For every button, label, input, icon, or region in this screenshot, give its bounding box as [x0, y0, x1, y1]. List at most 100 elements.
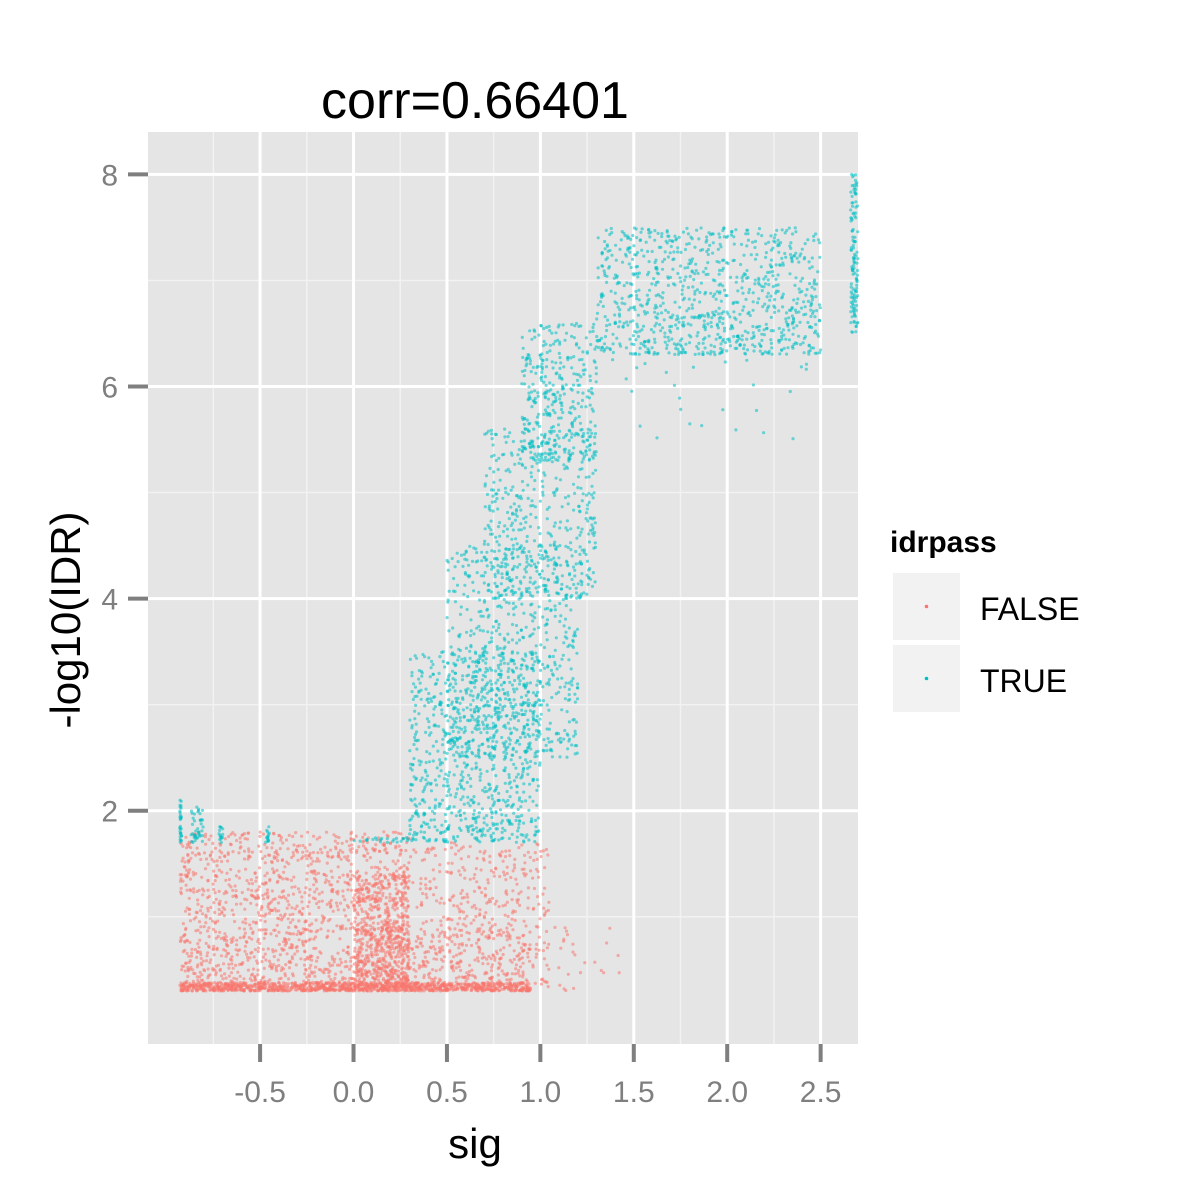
- data-point-false: [407, 946, 412, 950]
- data-point-true: [408, 832, 412, 836]
- data-point-true: [450, 811, 454, 815]
- data-point-false: [420, 984, 424, 988]
- data-point-false: [431, 968, 435, 972]
- data-point-false: [440, 965, 444, 969]
- data-point-false: [487, 933, 491, 938]
- data-point-false: [402, 922, 406, 927]
- data-point-true: [542, 645, 547, 650]
- data-point-false: [466, 895, 470, 899]
- data-point-false: [267, 902, 271, 906]
- data-point-false: [295, 850, 300, 854]
- data-point-false: [318, 986, 322, 990]
- data-point-true: [408, 718, 412, 722]
- data-point-true: [483, 786, 487, 790]
- data-point-true: [533, 660, 537, 664]
- data-point-false: [287, 903, 291, 907]
- data-point-false: [284, 981, 288, 986]
- data-point-false: [205, 929, 210, 933]
- data-point-true: [467, 563, 471, 567]
- data-point-false: [401, 970, 405, 975]
- data-point-false: [416, 945, 420, 949]
- data-point-false: [397, 960, 401, 964]
- data-point-false: [270, 889, 274, 893]
- data-point-false: [523, 861, 527, 865]
- data-point-true: [458, 701, 462, 706]
- data-point-true: [488, 726, 492, 730]
- data-point-true: [458, 612, 463, 617]
- data-point-false: [523, 874, 527, 878]
- data-point-false: [181, 844, 185, 848]
- data-point-true: [483, 684, 487, 689]
- data-point-true: [514, 741, 518, 745]
- data-point-true: [416, 814, 421, 818]
- data-point-false: [364, 910, 368, 914]
- data-point-true: [462, 802, 466, 806]
- data-point-false: [410, 947, 414, 952]
- data-point-true: [494, 681, 498, 685]
- data-point-true: [564, 604, 568, 608]
- data-point-false: [476, 956, 480, 960]
- data-point-false: [291, 918, 295, 922]
- data-point-true: [535, 754, 539, 758]
- data-point-false: [324, 981, 328, 985]
- data-point-true: [475, 571, 479, 575]
- data-point-true: [561, 653, 565, 657]
- data-point-false: [432, 877, 436, 881]
- data-point-true: [456, 708, 460, 712]
- data-point-false: [485, 971, 489, 975]
- data-point-true: [441, 659, 445, 664]
- data-point-false: [332, 960, 336, 964]
- data-point-false: [365, 848, 369, 852]
- data-point-false: [227, 877, 231, 882]
- data-point-false: [302, 988, 306, 992]
- data-point-false: [513, 866, 517, 870]
- data-point-false: [505, 892, 509, 896]
- data-point-false: [566, 972, 570, 976]
- data-point-false: [242, 935, 246, 940]
- data-point-false: [206, 967, 210, 971]
- data-point-false: [384, 920, 388, 924]
- data-point-true: [413, 654, 417, 658]
- data-point-false: [295, 949, 299, 953]
- data-point-false: [434, 885, 438, 890]
- data-point-false: [462, 910, 466, 914]
- data-point-false: [473, 986, 477, 990]
- data-point-false: [331, 929, 335, 934]
- data-point-true: [476, 751, 481, 755]
- data-point-true: [429, 666, 433, 670]
- data-point-false: [424, 850, 428, 854]
- data-point-false: [602, 971, 606, 975]
- data-point-false: [475, 930, 479, 934]
- data-point-false: [187, 870, 191, 874]
- data-point-false: [361, 893, 365, 897]
- data-point-true: [506, 675, 510, 680]
- data-point-true: [453, 758, 457, 763]
- data-point-true: [469, 633, 473, 638]
- data-point-false: [307, 893, 311, 897]
- data-point-false: [293, 907, 297, 911]
- data-point-false: [365, 988, 369, 993]
- data-point-false: [270, 860, 274, 864]
- data-point-false: [394, 968, 398, 973]
- data-point-false: [467, 973, 471, 977]
- data-point-false: [207, 935, 211, 939]
- data-point-false: [352, 898, 356, 902]
- data-point-false: [188, 888, 192, 892]
- data-point-false: [398, 896, 402, 900]
- data-point-false: [192, 887, 196, 891]
- data-point-true: [516, 555, 520, 559]
- data-point-true: [516, 807, 520, 812]
- data-point-false: [265, 871, 269, 875]
- data-point-false: [199, 952, 203, 957]
- data-point-false: [264, 958, 268, 962]
- data-point-false: [186, 974, 190, 979]
- data-point-true: [473, 674, 477, 679]
- data-point-false: [206, 888, 210, 892]
- data-point-true: [426, 822, 430, 826]
- data-point-false: [243, 837, 247, 841]
- data-point-false: [346, 888, 350, 892]
- data-point-false: [314, 981, 319, 985]
- data-point-false: [237, 876, 241, 880]
- data-point-false: [539, 849, 543, 854]
- data-point-true: [461, 775, 465, 779]
